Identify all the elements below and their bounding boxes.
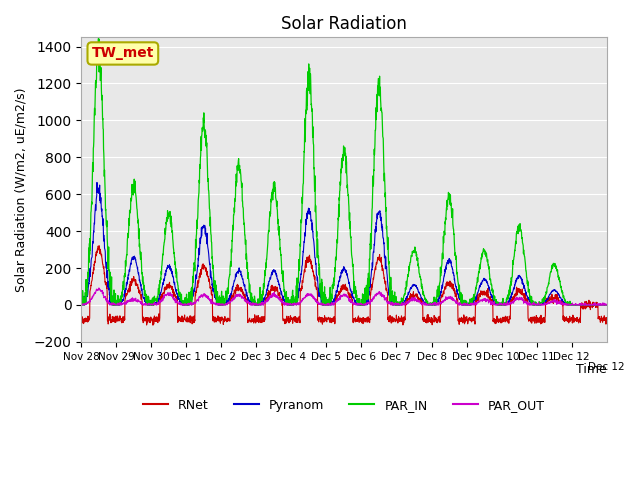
Pyranom [225,298,232,304]
RNet [371,268,378,274]
RNet [603,316,611,322]
Line: PAR_IN: PAR_IN [81,38,607,305]
Pyranom [603,302,611,308]
PAR_IN [603,302,611,308]
PAR_IN [360,302,367,308]
RNet [557,300,564,305]
Title: Solar Radiation: Solar Radiation [281,15,407,33]
PAR_OUT [603,301,611,307]
Pyranom [360,299,367,305]
PAR_OUT [360,302,367,308]
Y-axis label: Solar Radiation (W/m2, uE/m2/s): Solar Radiation (W/m2, uE/m2/s) [15,87,28,292]
RNet [360,317,367,323]
Pyranom [371,237,378,243]
PAR_IN [225,290,232,296]
PAR_OUT [77,302,85,308]
Text: Dec 12: Dec 12 [588,362,625,372]
PAR_OUT [371,293,378,299]
Legend: RNet, Pyranom, PAR_IN, PAR_OUT: RNet, Pyranom, PAR_IN, PAR_OUT [138,394,550,417]
RNet [95,243,103,249]
Line: Pyranom: Pyranom [81,182,607,305]
PAR_OUT [497,302,505,308]
Pyranom [78,302,86,308]
RNet [225,316,232,322]
Pyranom [572,302,579,308]
PAR_IN [497,300,505,306]
Line: RNet: RNet [81,246,607,325]
RNet [77,317,85,323]
PAR_OUT [572,301,579,307]
PAR_OUT [95,285,103,291]
RNet [497,315,505,321]
PAR_OUT [557,298,564,303]
PAR_IN [77,297,85,303]
Pyranom [497,302,505,308]
PAR_IN [572,302,579,308]
PAR_IN [557,285,564,290]
RNet [572,317,579,323]
RNet [149,322,157,328]
PAR_IN [79,302,87,308]
PAR_IN [371,148,378,154]
PAR_OUT [225,300,232,306]
Pyranom [93,180,101,185]
X-axis label: Time: Time [575,363,606,376]
PAR_OUT [77,302,85,308]
Pyranom [77,301,85,307]
PAR_IN [95,36,102,41]
Line: PAR_OUT: PAR_OUT [81,288,607,305]
Pyranom [557,295,564,300]
Text: TW_met: TW_met [92,47,154,60]
